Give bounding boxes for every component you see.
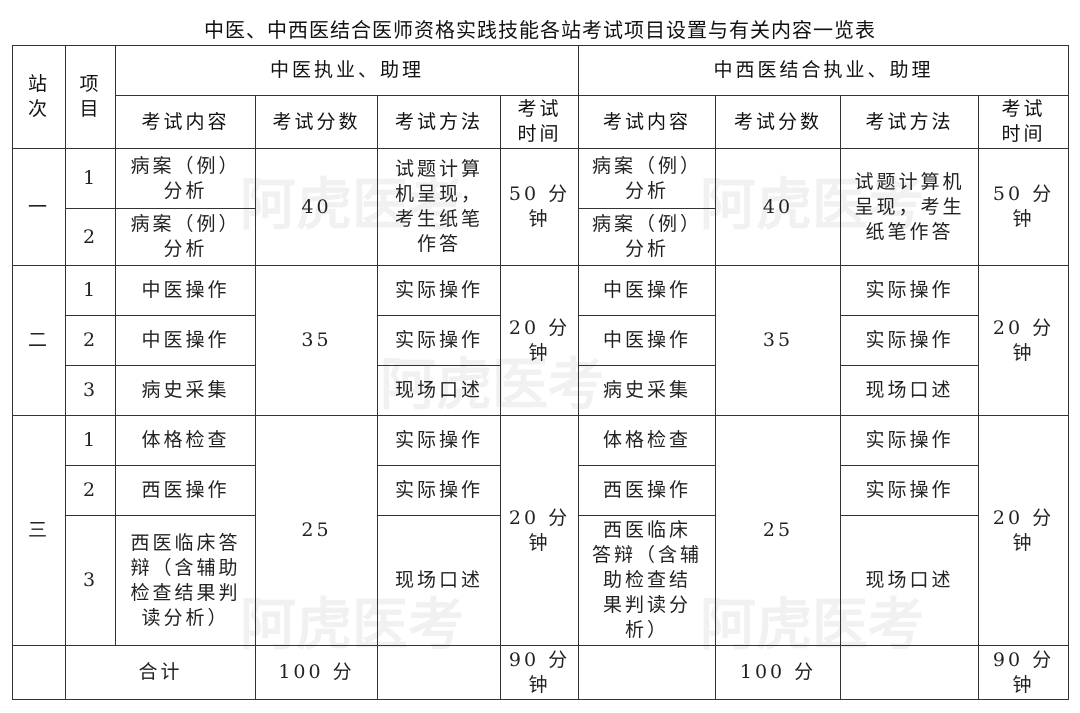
- header-method: 考试方法: [840, 95, 980, 149]
- integrated-method: 现场口述: [840, 365, 980, 416]
- integrated-method: 实际操作: [840, 465, 980, 516]
- integrated-time: 20 分 钟: [978, 415, 1070, 646]
- integrated-method: 试题计算机 呈现，考生 纸笔作答: [840, 148, 980, 266]
- integrated-method: 实际操作: [840, 415, 980, 466]
- station-name: 二: [12, 265, 66, 416]
- integrated-score: 35: [715, 265, 842, 416]
- header-score: 考试分数: [715, 95, 842, 149]
- station-name: 一: [12, 148, 66, 266]
- integrated-score: 40: [715, 148, 842, 266]
- tcm-time: 50 分 钟: [499, 148, 580, 266]
- tcm-content: 病案（例） 分析: [115, 208, 256, 266]
- tcm-method: 实际操作: [377, 465, 501, 516]
- item-number: 3: [65, 365, 116, 416]
- integrated-method: 现场口述: [840, 515, 980, 646]
- tcm-content: 西医临床答 辩（含辅助 检查结果判 读分析）: [115, 515, 256, 646]
- integrated-method: 实际操作: [840, 315, 980, 366]
- tcm-time: 20 分 钟: [499, 265, 580, 416]
- total-integrated-method-empty: [840, 645, 980, 700]
- tcm-method: 现场口述: [377, 515, 501, 646]
- header-method: 考试方法: [377, 95, 501, 149]
- integrated-content: 体格检查: [578, 415, 717, 466]
- integrated-time: 20 分 钟: [978, 265, 1070, 416]
- header-score: 考试分数: [255, 95, 378, 149]
- item-number: 2: [65, 465, 116, 516]
- header-station: 站 次: [12, 45, 66, 149]
- tcm-content: 体格检查: [115, 415, 256, 466]
- page-title: 中医、中西医结合医师资格实践技能各站考试项目设置与有关内容一览表: [204, 18, 876, 42]
- tcm-content: 西医操作: [115, 465, 256, 516]
- header-time: 考试 时间: [978, 95, 1070, 149]
- station-name: 三: [12, 415, 66, 646]
- tcm-content: 中医操作: [115, 315, 256, 366]
- total-tcm-score: 100 分: [255, 645, 378, 700]
- integrated-content: 中医操作: [578, 315, 717, 366]
- total-tcm-method-empty: [377, 645, 501, 700]
- integrated-time: 50 分 钟: [978, 148, 1070, 266]
- tcm-method: 现场口述: [377, 365, 501, 416]
- header-item: 项 目: [65, 45, 116, 149]
- exam-table: 站 次 项 目 中医执业、助理 中西医结合执业、助理 考试内容 考试分数 考试方…: [12, 45, 1070, 700]
- header-group-tcm: 中医执业、助理: [114, 45, 580, 96]
- integrated-content: 西医临床 答辩（含辅 助检查结 果判读分 析）: [578, 515, 717, 646]
- header-group-integrated: 中西医结合执业、助理: [578, 45, 1070, 96]
- tcm-time: 20 分 钟: [499, 415, 580, 646]
- item-number: 3: [65, 515, 116, 646]
- tcm-score: 35: [255, 265, 378, 416]
- total-tcm-time: 90 分 钟: [499, 645, 580, 700]
- item-number: 1: [65, 415, 116, 466]
- tcm-content: 病案（例） 分析: [115, 148, 256, 209]
- total-integrated-time: 90 分 钟: [978, 645, 1070, 700]
- header-content: 考试内容: [115, 95, 256, 149]
- integrated-content: 西医操作: [578, 465, 717, 516]
- tcm-content: 病史采集: [115, 365, 256, 416]
- item-number: 2: [65, 208, 116, 266]
- tcm-score: 25: [255, 415, 378, 646]
- integrated-content: 病案（例） 分析: [578, 208, 717, 266]
- total-integrated-score: 100 分: [715, 645, 842, 700]
- integrated-method: 实际操作: [840, 265, 980, 316]
- tcm-score: 40: [255, 148, 378, 266]
- total-station-empty: [12, 645, 66, 700]
- item-number: 2: [65, 315, 116, 366]
- integrated-content: 病案（例） 分析: [578, 148, 717, 209]
- item-number: 1: [65, 148, 116, 209]
- tcm-method: 实际操作: [377, 265, 501, 316]
- tcm-content: 中医操作: [115, 265, 256, 316]
- total-integrated-content-empty: [578, 645, 717, 700]
- tcm-method: 实际操作: [377, 415, 501, 466]
- tcm-method: 实际操作: [377, 315, 501, 366]
- integrated-content: 中医操作: [578, 265, 717, 316]
- tcm-method: 试题计算 机呈现， 考生纸笔 作答: [377, 148, 501, 266]
- total-label: 合计: [65, 645, 256, 700]
- header-time: 考试 时间: [499, 95, 580, 149]
- integrated-content: 病史采集: [578, 365, 717, 416]
- header-content: 考试内容: [578, 95, 717, 149]
- item-number: 1: [65, 265, 116, 316]
- integrated-score: 25: [715, 415, 842, 646]
